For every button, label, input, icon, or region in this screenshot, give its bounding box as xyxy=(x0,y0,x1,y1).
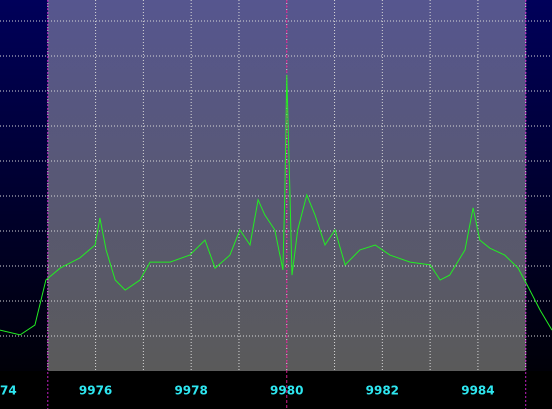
x-tick-label: 9982 xyxy=(366,384,399,398)
axis-band xyxy=(0,371,552,409)
x-tick-label: 9974 xyxy=(0,384,17,398)
x-tick-label: 9980 xyxy=(270,384,303,398)
spectrum-trace xyxy=(0,74,552,336)
x-tick-label: 9984 xyxy=(461,384,494,398)
x-tick-label: 9978 xyxy=(174,384,207,398)
x-tick-label: 9976 xyxy=(79,384,112,398)
